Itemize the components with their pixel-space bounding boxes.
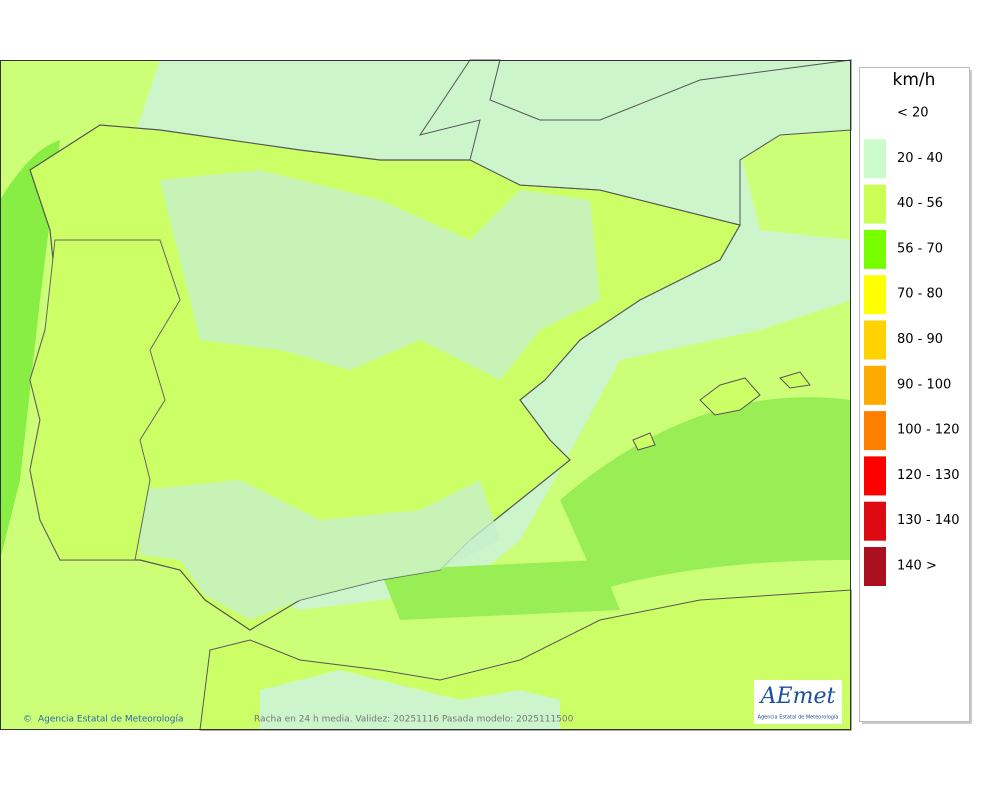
logo-subtitle: Agencia Estatal de Meteorología xyxy=(758,714,839,721)
map-frame xyxy=(0,60,851,730)
logo: AEmet Agencia Estatal de Meteorología xyxy=(754,680,842,724)
legend-label: 140 > xyxy=(897,559,937,574)
calm-zone xyxy=(160,170,600,380)
sea xyxy=(740,127,851,240)
copyright-icon: © xyxy=(23,715,32,725)
legend-label: 56 - 70 xyxy=(897,241,943,256)
calm-zone xyxy=(260,670,560,730)
legend-label: 70 - 80 xyxy=(897,287,943,302)
ibiza xyxy=(632,432,656,451)
legend-unit: km/h xyxy=(893,70,936,90)
legend-swatch xyxy=(864,365,886,405)
legend-label: < 20 xyxy=(897,106,929,121)
sea-windy xyxy=(0,140,60,560)
legend: km/h < 20 20 - 40 40 - 56 56 - 70 70 - 80 80 … xyxy=(859,67,972,724)
legend-swatch xyxy=(864,411,886,451)
sea xyxy=(0,60,120,170)
logo-name: AEmet xyxy=(759,684,836,709)
france xyxy=(418,59,852,226)
legend-swatch xyxy=(864,139,886,179)
legend-label: 20 - 40 xyxy=(897,151,943,166)
credit: Agencia Estatal de Meteorología xyxy=(38,715,184,725)
mallorca xyxy=(699,377,761,416)
legend-label: 90 - 100 xyxy=(897,377,951,392)
legend-swatch xyxy=(864,501,886,541)
map xyxy=(0,59,852,731)
legend-swatch xyxy=(864,547,886,586)
legend-swatch xyxy=(864,320,886,360)
portugal xyxy=(29,239,181,561)
legend-swatch xyxy=(864,275,886,315)
legend-label: 40 - 56 xyxy=(897,196,943,211)
legend-swatch xyxy=(864,456,886,496)
legend-label: 80 - 90 xyxy=(897,332,943,347)
legend-label: 120 - 130 xyxy=(897,468,960,483)
logo-box xyxy=(754,680,842,724)
legend-swatch xyxy=(864,184,886,224)
menorca xyxy=(779,371,811,389)
sea-windy xyxy=(380,560,620,620)
legend-swatch xyxy=(864,229,886,269)
caption: Racha en 24 h media. Validez: 20251116 P… xyxy=(254,715,574,725)
legend-label: 130 - 140 xyxy=(897,513,960,528)
legend-label: 100 - 120 xyxy=(897,423,960,438)
calm-zone xyxy=(140,480,500,620)
sea-windy xyxy=(560,397,851,590)
